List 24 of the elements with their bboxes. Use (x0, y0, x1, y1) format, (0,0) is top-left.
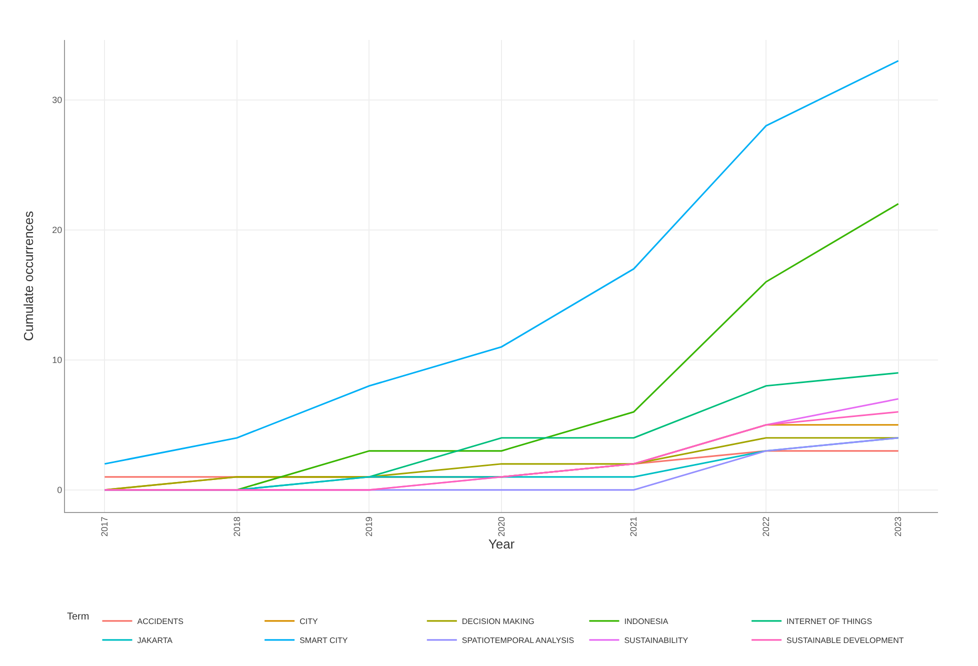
legend-label: INDONESIA (624, 617, 669, 626)
legend-label: ACCIDENTS (137, 617, 184, 626)
y-tick-label: 10 (52, 355, 62, 366)
x-tick-label: 2018 (232, 516, 242, 537)
y-tick-label: 30 (52, 94, 62, 105)
y-tick-label: 20 (52, 224, 62, 235)
legend-label: SUSTAINABLE DEVELOPMENT (786, 636, 904, 646)
legend-label: CITY (300, 617, 318, 626)
x-tick-label: 2022 (760, 516, 771, 537)
x-axis-title: Year (488, 536, 516, 552)
legend-label: INTERNET OF THINGS (786, 617, 872, 626)
x-tick-label: 2020 (496, 516, 506, 537)
legend-label: SMART CITY (300, 636, 348, 646)
x-tick-label: 2023 (893, 516, 904, 537)
legend-label: DECISION MAKING (462, 617, 534, 626)
x-tick-label: 2021 (628, 516, 639, 537)
y-axis-title: Cumulate occurrences (21, 210, 36, 342)
x-tick-label: 2019 (364, 516, 374, 537)
x-tick-label: 2017 (100, 516, 110, 537)
legend-label: JAKARTA (137, 636, 174, 646)
legend-label: SUSTAINABILITY (624, 636, 689, 646)
legend-title: Term (67, 611, 90, 622)
legend-label: SPATIOTEMPORAL ANALYSIS (462, 636, 574, 646)
y-tick-label: 0 (57, 485, 62, 496)
